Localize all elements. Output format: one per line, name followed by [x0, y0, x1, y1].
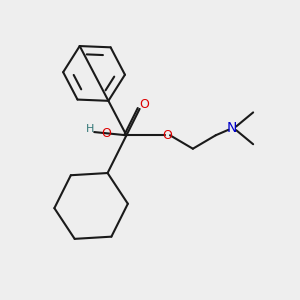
Text: O: O: [139, 98, 149, 111]
Text: O: O: [101, 127, 111, 140]
Text: N: N: [227, 121, 237, 135]
Text: O: O: [162, 129, 172, 142]
Text: H: H: [85, 124, 94, 134]
